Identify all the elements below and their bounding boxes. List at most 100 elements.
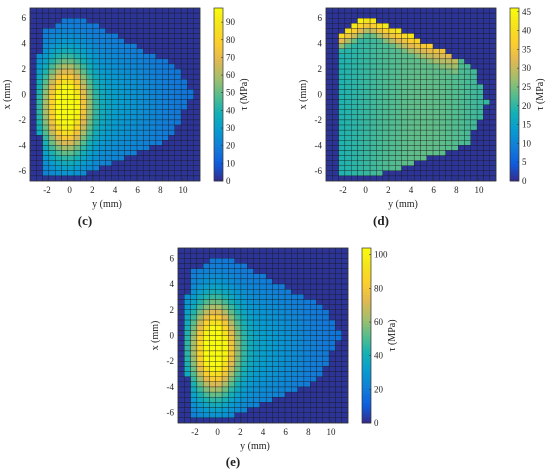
y-tick-label: -4 <box>19 140 27 150</box>
heatmap-cell <box>36 84 43 90</box>
heatmap-cell <box>489 99 497 105</box>
colorbar-segment <box>510 140 519 144</box>
heatmap-cell <box>426 145 434 151</box>
heatmap-cell <box>193 104 201 110</box>
heatmap-cell <box>253 247 261 254</box>
colorbar-segment <box>214 25 223 29</box>
heatmap-cell <box>42 18 50 24</box>
heatmap-cell <box>344 73 352 80</box>
heatmap-cell <box>259 407 267 413</box>
heatmap-cell <box>265 247 273 254</box>
heatmap-cell <box>247 386 254 393</box>
heatmap-cell <box>193 79 201 85</box>
heatmap-cell <box>240 330 248 336</box>
heatmap-cell <box>363 135 371 141</box>
heatmap-cell <box>382 23 390 29</box>
heatmap-cell <box>29 79 37 85</box>
heatmap-cell <box>99 63 106 70</box>
heatmap-cell <box>284 294 292 300</box>
heatmap-cell <box>420 43 427 49</box>
heatmap-cell <box>187 124 194 131</box>
heatmap-cell <box>29 73 37 80</box>
heatmap-cell <box>420 145 427 151</box>
heatmap-cell <box>272 258 279 264</box>
heatmap-cell <box>61 73 68 80</box>
heatmap-cell <box>184 340 191 346</box>
heatmap-cell <box>174 23 182 29</box>
heatmap-cell <box>303 355 311 362</box>
heatmap-cell <box>451 12 459 19</box>
heatmap-cell <box>111 79 119 85</box>
heatmap-cell <box>265 283 273 290</box>
heatmap-cell <box>401 89 409 95</box>
heatmap-cell <box>407 43 415 49</box>
heatmap-cell <box>209 283 216 290</box>
heatmap-cell <box>67 89 75 95</box>
heatmap-cell <box>341 391 349 398</box>
heatmap-cell <box>316 397 323 403</box>
heatmap-cell <box>247 278 254 285</box>
heatmap-cell <box>344 140 352 146</box>
heatmap-cell <box>328 268 336 274</box>
heatmap-cell <box>190 335 198 341</box>
heatmap-cell <box>413 33 421 39</box>
heatmap-cell <box>369 89 377 95</box>
heatmap-cell <box>284 340 292 346</box>
heatmap-cell <box>357 38 364 44</box>
heatmap-cell <box>80 43 87 49</box>
heatmap-cell <box>99 119 106 126</box>
heatmap-cell <box>184 355 191 362</box>
heatmap-cell <box>187 135 194 141</box>
heatmap-cell <box>174 109 182 116</box>
heatmap-cell <box>341 263 349 269</box>
heatmap-cell <box>86 140 94 146</box>
heatmap-cell <box>388 53 396 60</box>
heatmap-cell <box>221 273 229 280</box>
heatmap-cell <box>149 18 157 24</box>
heatmap-cell <box>259 268 267 274</box>
y-tick-label: -6 <box>19 166 27 176</box>
x-tick-label: 10 <box>179 185 189 195</box>
heatmap-cell <box>310 397 317 403</box>
heatmap-cell <box>228 345 235 352</box>
heatmap-cell <box>155 99 163 105</box>
heatmap-cell <box>48 114 56 121</box>
heatmap-cell <box>322 417 330 424</box>
heatmap-cell <box>36 109 43 116</box>
heatmap-cell <box>111 140 119 146</box>
colorbar-segment <box>362 358 371 363</box>
heatmap-cell <box>209 289 216 295</box>
heatmap-cell <box>203 319 210 326</box>
heatmap-cell <box>291 314 298 321</box>
colorbar-segment <box>510 45 519 49</box>
x-tick-label: 4 <box>409 185 414 195</box>
heatmap-cell <box>80 58 87 65</box>
heatmap-cell <box>451 23 459 29</box>
heatmap-cell <box>278 391 286 398</box>
heatmap-cell <box>111 73 119 80</box>
heatmap-cell <box>464 145 471 151</box>
heatmap-cell <box>357 94 364 100</box>
heatmap-cell <box>29 7 37 14</box>
heatmap-cell <box>297 417 305 424</box>
heatmap-cell <box>420 23 427 29</box>
heatmap-cell <box>316 386 323 393</box>
heatmap-cell <box>451 119 459 126</box>
heatmap-cell <box>407 109 415 116</box>
heatmap-cell <box>180 84 188 90</box>
heatmap-cell <box>177 397 185 403</box>
heatmap-cell <box>278 350 286 357</box>
heatmap-cell <box>432 104 440 110</box>
heatmap-cell <box>117 94 125 100</box>
heatmap-cell <box>338 79 346 85</box>
heatmap-cell <box>80 84 87 90</box>
heatmap-cell <box>451 7 459 14</box>
heatmap-cell <box>451 38 459 44</box>
heatmap-cell <box>29 175 37 182</box>
heatmap-cell <box>36 104 43 110</box>
heatmap-cell <box>407 155 415 161</box>
heatmap-cell <box>445 28 453 34</box>
heatmap-cell <box>174 175 182 182</box>
heatmap-cell <box>209 386 216 393</box>
heatmap-cell <box>439 160 446 166</box>
